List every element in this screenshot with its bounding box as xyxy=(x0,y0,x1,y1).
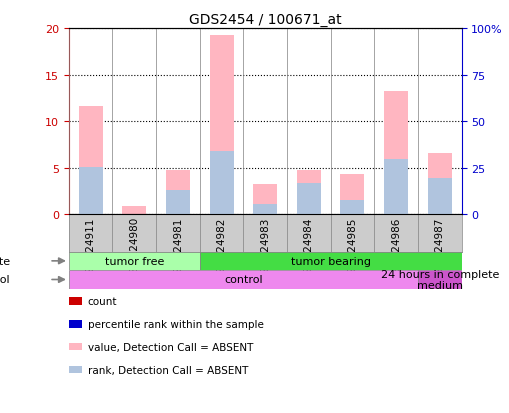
Title: GDS2454 / 100671_at: GDS2454 / 100671_at xyxy=(188,12,341,26)
Bar xyxy=(252,184,277,215)
Text: disease state: disease state xyxy=(0,256,10,266)
Text: GSM124983: GSM124983 xyxy=(260,216,270,280)
Bar xyxy=(69,252,200,271)
Bar xyxy=(165,191,189,215)
Text: GSM124982: GSM124982 xyxy=(216,216,226,280)
Bar xyxy=(296,171,320,215)
Text: GSM124911: GSM124911 xyxy=(86,216,96,280)
Bar xyxy=(383,92,407,215)
Text: rank, Detection Call = ABSENT: rank, Detection Call = ABSENT xyxy=(88,365,247,375)
Bar xyxy=(78,107,102,215)
Bar xyxy=(122,206,146,215)
Text: count: count xyxy=(88,297,117,306)
Bar xyxy=(296,183,320,215)
Bar xyxy=(340,175,364,215)
Bar xyxy=(69,271,417,289)
Text: growth protocol: growth protocol xyxy=(0,275,10,285)
Bar xyxy=(417,271,461,289)
Text: GSM124984: GSM124984 xyxy=(303,216,313,280)
Text: GSM124985: GSM124985 xyxy=(347,216,357,280)
Bar xyxy=(340,201,364,215)
Bar xyxy=(200,252,461,271)
Bar xyxy=(252,204,277,215)
Bar xyxy=(383,160,407,215)
Text: GSM124987: GSM124987 xyxy=(434,216,444,280)
Text: value, Detection Call = ABSENT: value, Detection Call = ABSENT xyxy=(88,342,252,352)
Text: 24 hours in complete
medium: 24 hours in complete medium xyxy=(380,269,498,291)
Bar xyxy=(209,36,233,215)
Bar xyxy=(427,178,451,215)
Bar xyxy=(427,154,451,215)
Text: tumor bearing: tumor bearing xyxy=(290,256,370,266)
Text: GSM124986: GSM124986 xyxy=(390,216,400,280)
Text: GSM124980: GSM124980 xyxy=(129,216,139,280)
Text: GSM124981: GSM124981 xyxy=(173,216,183,280)
Text: control: control xyxy=(223,275,262,285)
Bar xyxy=(209,152,233,215)
Text: tumor free: tumor free xyxy=(104,256,164,266)
Bar xyxy=(78,167,102,215)
Text: percentile rank within the sample: percentile rank within the sample xyxy=(88,319,263,329)
Bar xyxy=(165,170,189,215)
